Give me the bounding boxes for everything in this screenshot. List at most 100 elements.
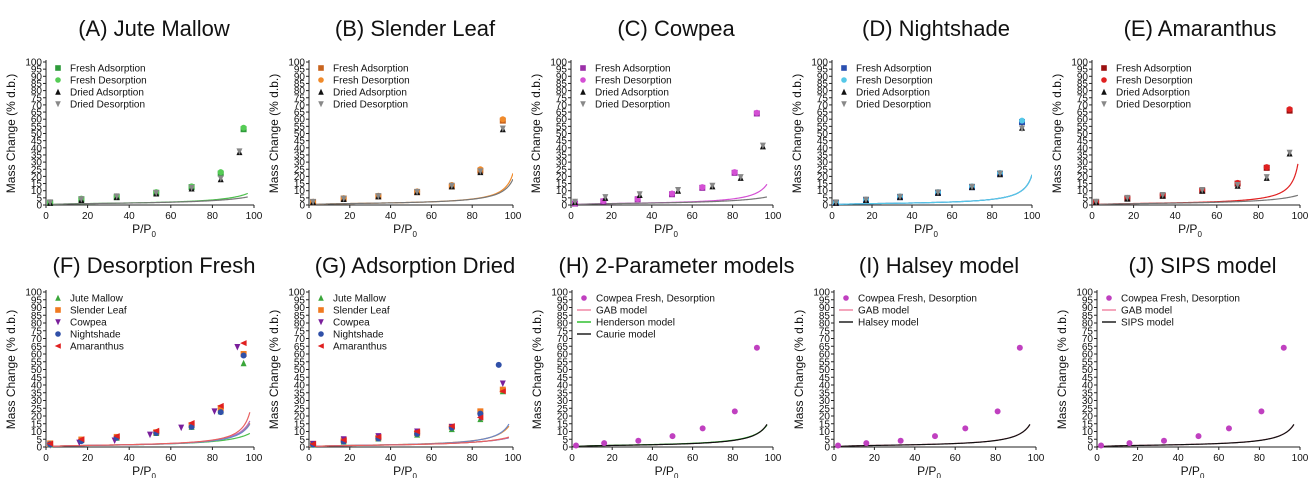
y-tick-label: 35 (819, 388, 831, 399)
series-points (572, 109, 760, 207)
x-tick-label: 20 (344, 453, 356, 464)
legend-label: Fresh Desorption (333, 76, 410, 87)
series-points (309, 388, 506, 447)
x-tick-label: 100 (1024, 211, 1041, 222)
y-tick-label: 70 (294, 100, 306, 111)
x-tick-label: 100 (765, 211, 782, 222)
y-tick-label: 60 (817, 115, 829, 126)
y-tick-label: 0 (299, 443, 305, 454)
legend-symbol (1101, 65, 1107, 71)
data-point (572, 198, 579, 206)
x-tick-label: 40 (124, 211, 136, 222)
x-tick-label: 60 (1213, 453, 1225, 464)
x-tick-label: 20 (866, 211, 878, 222)
data-point (1159, 191, 1166, 199)
legend-label: Slender Leaf (70, 306, 127, 317)
data-point (211, 408, 218, 415)
y-tick-label: 100 (25, 58, 42, 69)
series-points (1093, 149, 1293, 206)
y-tick-label: 90 (817, 72, 829, 83)
y-tick-label: 65 (31, 108, 43, 119)
series-points (572, 110, 760, 207)
data-point (573, 442, 580, 449)
legend-symbol (55, 331, 61, 337)
y-tick-label: 40 (556, 143, 568, 154)
data-point (1019, 125, 1025, 132)
legend-symbol (841, 65, 847, 71)
x-tick-label: 80 (1254, 453, 1266, 464)
data-point (217, 405, 224, 412)
data-point (935, 189, 941, 196)
legend-symbol (318, 88, 324, 95)
y-tick-label: 70 (294, 334, 306, 345)
y-tick-label: 15 (31, 179, 43, 190)
data-point (962, 425, 969, 432)
data-point (234, 344, 241, 351)
x-tick-label: 0 (43, 453, 49, 464)
panel-title: (F) Desorption Fresh (53, 253, 256, 278)
x-axis-label: P/P0 (132, 222, 156, 239)
legend-label: Fresh Desorption (595, 76, 672, 87)
y-tick-label: 95 (819, 295, 831, 306)
x-tick-label: 40 (385, 453, 397, 464)
fit-curve (832, 174, 1032, 205)
x-axis-label-main: P/P (654, 222, 673, 236)
data-point (994, 408, 1001, 415)
x-tick-label: 80 (727, 453, 739, 464)
series-points (1098, 344, 1287, 449)
legend-label: Jute Mallow (70, 294, 124, 305)
x-tick-label: 20 (344, 211, 356, 222)
data-point (709, 182, 716, 190)
y-tick-label: 20 (557, 412, 569, 423)
data-point (77, 436, 85, 443)
data-point (240, 124, 247, 131)
y-tick-label: 75 (1077, 93, 1089, 104)
data-point (1286, 149, 1293, 157)
y-axis-label: Mass Change (% d.b.) (4, 310, 18, 429)
x-axis-label: P/P0 (393, 464, 417, 478)
data-point (476, 414, 484, 421)
fit-curve (46, 423, 251, 447)
legend-label: Nightshade (333, 330, 384, 341)
x-tick-label: 60 (426, 453, 438, 464)
panel-title: (E) Amaranthus (1124, 16, 1277, 41)
data-point (863, 440, 870, 447)
x-axis-label-subscript: 0 (1200, 472, 1205, 478)
y-tick-label: 0 (1082, 201, 1088, 212)
panel-title: (D) Nightshade (862, 16, 1010, 41)
y-tick-label: 65 (294, 108, 306, 119)
y-tick-label: 20 (556, 172, 568, 183)
y-tick-label: 95 (294, 295, 306, 306)
data-point (753, 344, 760, 351)
series-points (310, 125, 506, 206)
y-tick-label: 80 (817, 86, 829, 97)
series-points (572, 142, 766, 206)
legend-label: Fresh Adsorption (70, 64, 146, 75)
series-points (47, 351, 247, 447)
y-tick-label: 70 (31, 100, 43, 111)
panel-a: (A) Jute Mallow0510152025303540455055606… (4, 16, 263, 239)
fit-curves (46, 192, 248, 205)
legend-symbol (317, 343, 324, 349)
x-tick-label: 40 (385, 211, 397, 222)
data-point (46, 440, 54, 447)
y-tick-label: 55 (31, 357, 43, 368)
y-tick-label: 10 (1082, 427, 1094, 438)
series-points (310, 387, 506, 448)
y-tick-label: 100 (288, 58, 305, 69)
series-points (47, 148, 243, 206)
panel-g: (G) Adsorption Dried05101520253035404550… (267, 253, 522, 478)
x-tick-label: 80 (1253, 211, 1265, 222)
legend-symbol (318, 101, 324, 108)
y-tick-label: 90 (294, 72, 306, 83)
x-tick-label: 40 (646, 211, 658, 222)
data-point (47, 199, 54, 206)
data-point (602, 194, 609, 201)
y-tick-label: 0 (299, 201, 305, 212)
x-tick-label: 60 (950, 453, 962, 464)
data-markers (46, 340, 247, 449)
data-point (448, 182, 455, 190)
fit-curve (46, 420, 251, 447)
y-tick-label: 25 (817, 165, 829, 176)
